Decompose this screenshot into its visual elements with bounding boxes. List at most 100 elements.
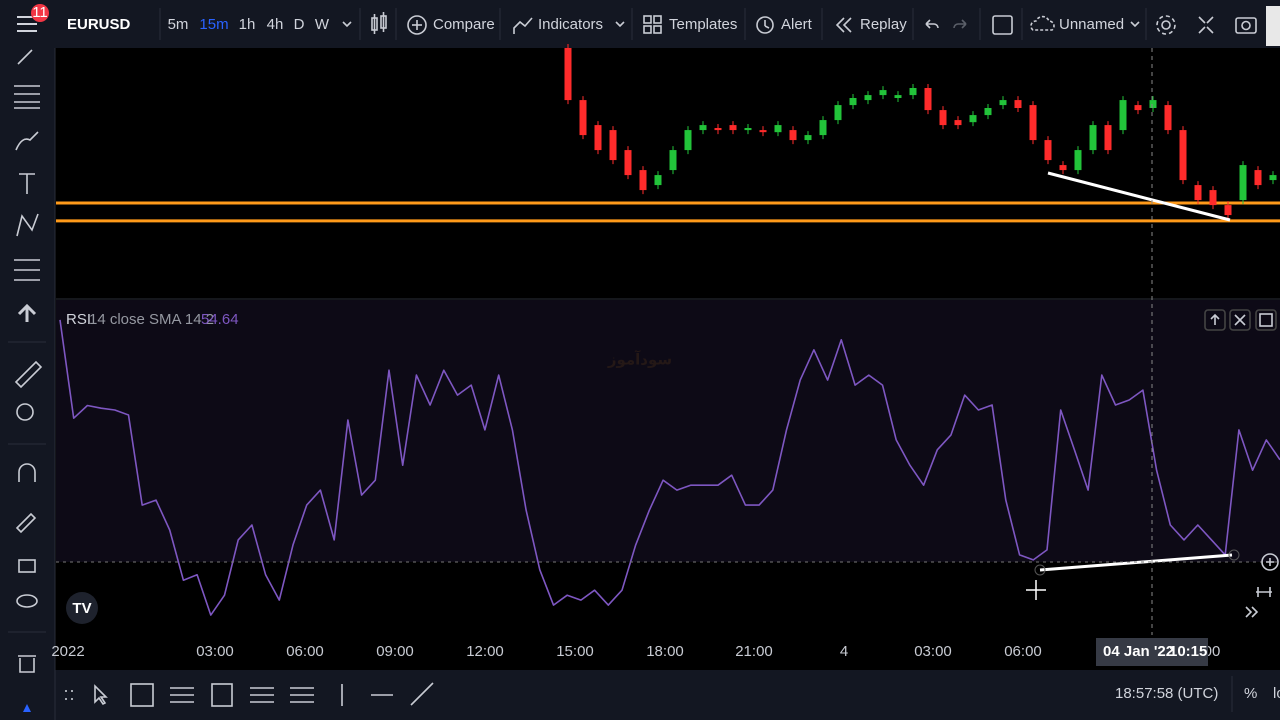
magnet-tool[interactable] [18, 463, 36, 482]
measure-tool[interactable] [14, 360, 43, 389]
redo-icon[interactable] [953, 19, 967, 29]
indicators-icon[interactable] [513, 17, 533, 34]
maximize-pane-button[interactable] [1255, 309, 1277, 331]
lock-tool[interactable] [18, 559, 36, 573]
compare-button[interactable]: Compare [433, 16, 495, 33]
fullscreen-icon[interactable] [1198, 16, 1214, 34]
candle [1149, 100, 1157, 108]
dropdown-icon[interactable] [615, 21, 625, 28]
fib-tool[interactable] [14, 85, 40, 109]
candle [744, 128, 752, 131]
timeframe-button[interactable]: 1h [239, 16, 256, 33]
log-toggle[interactable]: lo [1273, 685, 1280, 702]
replay-icon[interactable] [835, 17, 852, 33]
ray-tool[interactable] [410, 682, 434, 706]
publish-button[interactable] [1266, 6, 1280, 46]
pattern-tool[interactable] [16, 213, 39, 237]
lock-drawing-tool[interactable] [15, 512, 37, 534]
fib-channel-tool[interactable] [290, 687, 314, 703]
x-tick-label: 2022 [51, 643, 84, 660]
move-up-button[interactable] [1204, 309, 1226, 331]
candle [669, 150, 677, 171]
symbol[interactable]: EURUSD [67, 16, 131, 33]
templates-button[interactable]: Templates [669, 16, 737, 33]
text-tool[interactable] [19, 173, 35, 194]
candle [999, 100, 1007, 106]
logo-mark: TV [72, 600, 91, 617]
timeframe-button[interactable]: W [315, 16, 330, 33]
scroll-right-icon[interactable] [1245, 606, 1259, 618]
add-button[interactable] [1261, 553, 1279, 571]
rsi-line [59, 319, 1280, 616]
replay-button[interactable]: Replay [860, 16, 907, 33]
top-toolbar [0, 0, 1280, 48]
close-icon [1234, 314, 1246, 326]
channel-tool[interactable] [250, 687, 274, 703]
candle [564, 48, 572, 101]
scale-icon[interactable] [1256, 587, 1272, 597]
trend-line-drawing[interactable] [1047, 171, 1231, 222]
favorites-icon[interactable] [23, 704, 31, 712]
candle [954, 120, 962, 126]
delete-tool[interactable] [18, 655, 36, 673]
menu-button[interactable]: 11 [17, 4, 49, 32]
candle [924, 88, 932, 111]
undo-icon[interactable] [925, 19, 939, 29]
menu-icon [17, 23, 37, 25]
cursor-tool[interactable] [94, 684, 108, 706]
alert-button[interactable]: Alert [781, 16, 813, 33]
zoom-tool[interactable] [16, 403, 34, 421]
layout-name[interactable]: Unnamed [1059, 16, 1124, 33]
dropdown-icon[interactable] [342, 21, 352, 28]
prediction-tool[interactable] [14, 259, 40, 281]
lines-tool[interactable] [170, 687, 194, 703]
timeframe-button[interactable]: 15m [199, 16, 228, 33]
timeframe-button[interactable]: 4h [267, 16, 284, 33]
x-tick-label: 18:00 [646, 643, 684, 660]
drawing-handle[interactable] [1034, 564, 1046, 576]
close-pane-button[interactable] [1229, 309, 1251, 331]
hide-tool[interactable] [16, 594, 38, 608]
indicators-button[interactable]: Indicators [538, 16, 603, 33]
snapshot-icon[interactable] [1235, 17, 1257, 34]
candle [684, 130, 692, 151]
templates-icon[interactable] [643, 15, 662, 34]
indicator-name[interactable]: RSI [66, 311, 91, 328]
cloud-icon[interactable] [1030, 15, 1055, 31]
candle [1029, 105, 1037, 141]
candle [1164, 105, 1172, 131]
candle [1254, 170, 1262, 186]
candle [624, 150, 632, 176]
candle [654, 175, 662, 186]
alert-icon[interactable] [756, 16, 774, 34]
rect-tool[interactable] [211, 683, 233, 707]
arrow-tool[interactable] [17, 303, 37, 322]
drawing-handle[interactable] [1228, 549, 1240, 561]
candle [1179, 130, 1187, 181]
brush-tool[interactable] [15, 131, 39, 151]
crosshair-time-label [1096, 638, 1208, 666]
candle [789, 130, 797, 141]
candle [1224, 205, 1232, 216]
chart-type-icon[interactable] [371, 12, 387, 34]
dropdown-icon[interactable] [1130, 21, 1140, 28]
compare-icon[interactable] [407, 15, 427, 35]
timeframe-button[interactable]: D [294, 16, 305, 33]
candle [1074, 150, 1082, 171]
menu-icon [17, 30, 37, 32]
settings-icon[interactable] [1156, 15, 1176, 35]
percent-toggle[interactable]: % [1244, 685, 1257, 702]
candle [1089, 125, 1097, 151]
x-tick-label: 15:00 [556, 643, 594, 660]
candle [879, 90, 887, 96]
timeframe-button[interactable]: 5m [168, 16, 189, 33]
candle [864, 95, 872, 101]
logo[interactable] [66, 592, 98, 624]
trend-line-tool[interactable] [17, 49, 33, 65]
select-tool[interactable] [130, 683, 154, 707]
left-toolbar [0, 48, 55, 720]
candle [1104, 125, 1112, 151]
x-tick-label: 06:00 [286, 643, 324, 660]
layout-icon[interactable] [992, 15, 1013, 35]
